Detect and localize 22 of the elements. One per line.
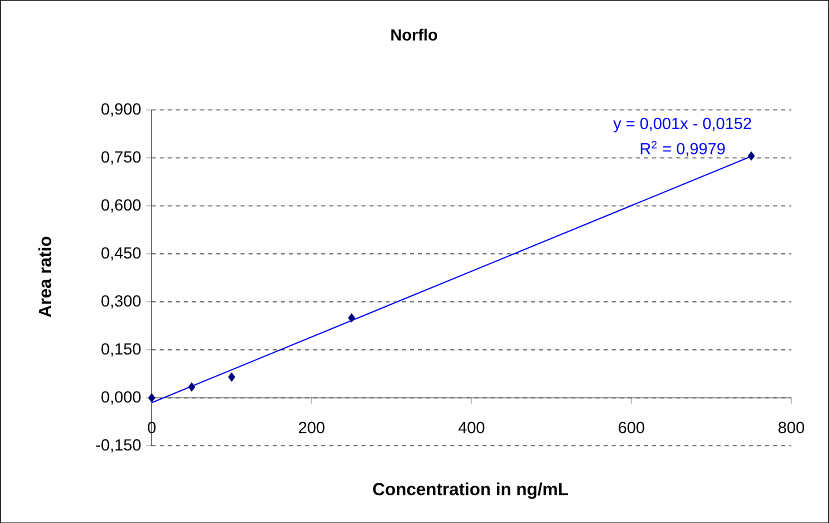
y-tick-label: 0,000 [101,391,141,404]
x-tick-label: 200 [298,422,324,434]
annotation: R$^{2}$ = 0,9979 [640,140,725,156]
y-tick-label: 0,750 [101,151,141,164]
y-tick-label: 0,900 [101,103,141,116]
point [148,393,156,402]
x-tick-label: 400 [458,422,484,434]
x-tick-label: 600 [618,422,644,434]
annotation: y = 0,001x - 0,0152 [613,118,752,132]
y-tick-label: 0,450 [101,247,141,260]
x-tick-label: 800 [778,422,804,434]
point [228,372,236,382]
y-tick-label: 0,600 [101,199,141,212]
chart-title: Norflo [391,28,438,40]
point [348,313,356,322]
x-axis-title: Concentration in ng/mL [373,482,568,499]
y-tick-label: 0,300 [101,295,141,308]
y-axis-title: Area ratio [38,236,52,318]
point [748,151,755,160]
point [188,382,196,392]
y-tick-label: 0,150 [101,343,141,356]
y-tick-label: -0,150 [96,439,141,452]
